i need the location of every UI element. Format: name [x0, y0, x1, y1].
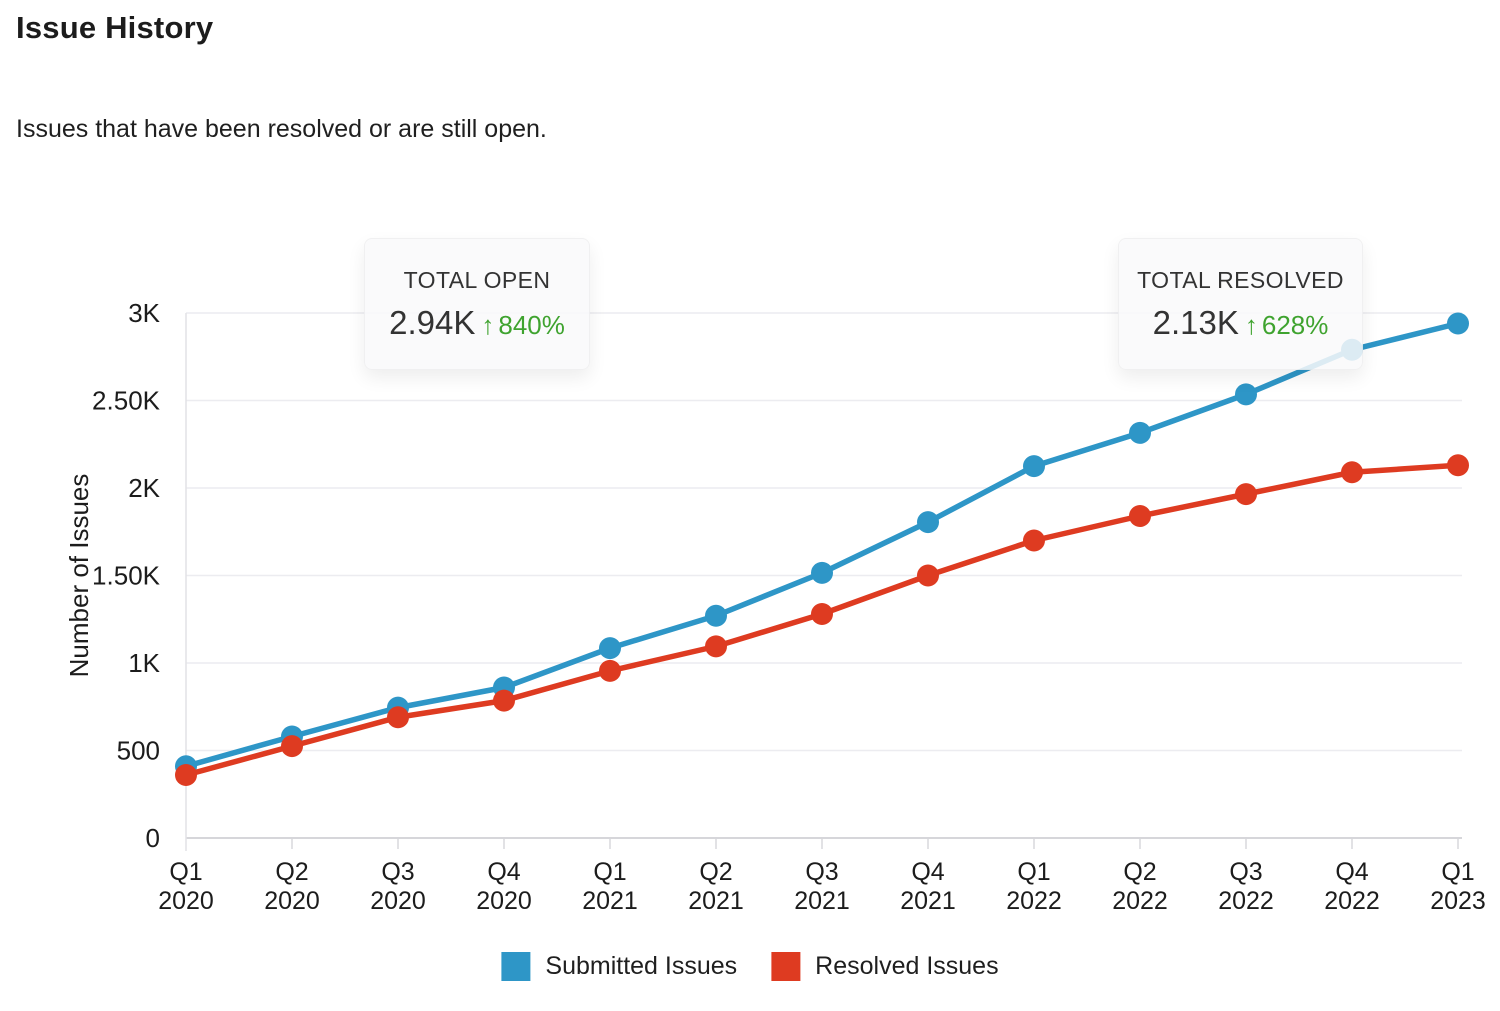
data-point-resolved-Q3-2020 [387, 706, 409, 729]
data-point-resolved-Q2-2020 [281, 735, 303, 758]
x-tick-label: Q4 2020 [476, 858, 532, 915]
data-point-submitted-Q3-2022 [1235, 383, 1257, 406]
x-tick-label: Q2 2021 [688, 858, 744, 915]
y-tick-label: 1.50K [92, 561, 161, 591]
total-resolved-stat-box: TOTAL RESOLVED 2.13K ↑ 628% [1118, 238, 1363, 370]
x-tick-label: Q4 2022 [1324, 858, 1380, 915]
total-open-delta: 840% [498, 309, 565, 340]
data-point-resolved-Q4-2020 [493, 689, 515, 712]
total-open-label: TOTAL OPEN [403, 266, 551, 293]
y-tick-label: 3K [128, 298, 160, 328]
legend-item-submitted[interactable]: Submitted Issues [501, 952, 737, 981]
total-open-stat-box: TOTAL OPEN 2.94K ↑ 840% [364, 238, 590, 370]
data-point-submitted-Q1-2021 [599, 637, 621, 660]
x-tick-label: Q3 2022 [1218, 858, 1274, 915]
page-title: Issue History [16, 10, 214, 45]
data-point-submitted-Q1-2023 [1447, 312, 1469, 335]
x-tick-label: Q1 2022 [1006, 858, 1062, 915]
submitted-swatch-icon [501, 952, 531, 981]
page-subtitle: Issues that have been resolved or are st… [16, 115, 547, 143]
x-tick-label: Q1 2021 [582, 858, 638, 915]
data-point-resolved-Q1-2021 [599, 659, 621, 682]
data-point-submitted-Q2-2021 [705, 604, 727, 627]
data-point-submitted-Q2-2022 [1129, 421, 1151, 444]
x-tick-label: Q3 2021 [794, 858, 850, 915]
series-line-submitted [183, 320, 1461, 769]
x-tick-label: Q4 2021 [900, 858, 956, 915]
data-point-resolved-Q4-2022 [1341, 461, 1363, 484]
data-point-resolved-Q3-2021 [811, 603, 833, 625]
up-arrow-icon: ↑ [481, 309, 495, 340]
x-tick-label: Q2 2022 [1112, 858, 1168, 915]
legend-label-submitted: Submitted Issues [545, 952, 738, 980]
x-tick-label: Q1 2023 [1430, 858, 1486, 915]
total-resolved-value: 2.13K [1152, 303, 1239, 341]
total-resolved-label: TOTAL RESOLVED [1137, 266, 1344, 293]
data-point-resolved-Q1-2020 [175, 764, 197, 786]
data-point-resolved-Q2-2022 [1129, 505, 1151, 527]
resolved-swatch-icon [771, 952, 801, 981]
x-tick-label: Q1 2020 [158, 858, 214, 915]
x-tick-label: Q3 2020 [370, 858, 426, 915]
y-axis-title: Number of Issues [64, 474, 94, 678]
y-tick-label: 1K [128, 648, 160, 678]
chart-legend: Submitted Issues Resolved Issues [501, 952, 999, 981]
y-tick-label: 2.50K [92, 386, 161, 416]
data-point-resolved-Q3-2022 [1235, 483, 1257, 506]
total-open-value: 2.94K [389, 303, 476, 341]
data-point-submitted-Q1-2022 [1023, 455, 1045, 478]
data-point-resolved-Q2-2021 [705, 635, 727, 658]
total-resolved-delta: 628% [1261, 309, 1329, 340]
legend-item-resolved[interactable]: Resolved Issues [771, 952, 999, 981]
y-tick-label: 2K [128, 473, 160, 503]
data-point-resolved-Q4-2021 [917, 564, 939, 587]
data-point-resolved-Q1-2022 [1023, 529, 1045, 552]
data-point-submitted-Q4-2021 [917, 511, 939, 534]
data-point-resolved-Q1-2023 [1447, 454, 1469, 477]
data-point-submitted-Q3-2021 [811, 561, 833, 584]
y-tick-label: 0 [146, 823, 160, 853]
up-arrow-icon: ↑ [1244, 309, 1258, 340]
x-tick-label: Q2 2020 [264, 858, 320, 915]
legend-label-resolved: Resolved Issues [815, 952, 999, 980]
y-tick-label: 500 [117, 736, 160, 766]
